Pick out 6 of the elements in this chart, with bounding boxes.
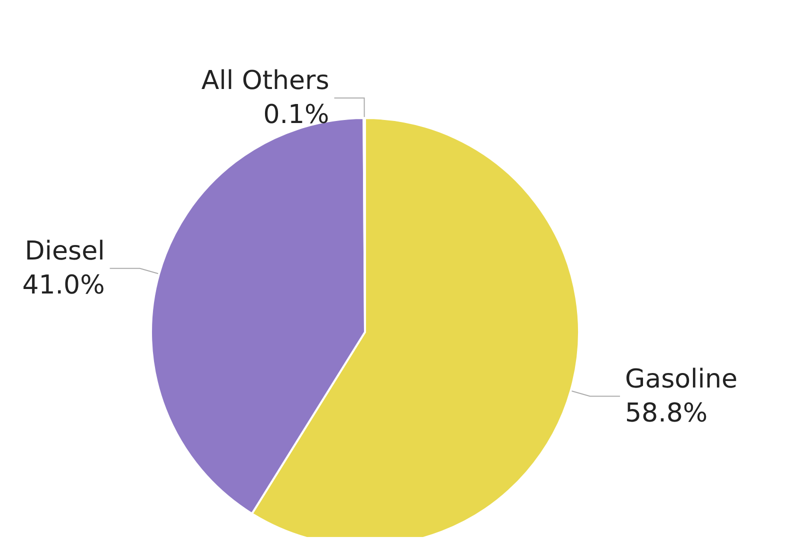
data-label: 58.8% [624,398,708,428]
slice-label: Diesel [24,236,105,266]
data-label: 41.0% [22,270,105,300]
data-label: 0.1% [263,100,330,130]
slice-label: Gasoline [624,364,738,394]
slice-label: All Others [201,66,330,96]
